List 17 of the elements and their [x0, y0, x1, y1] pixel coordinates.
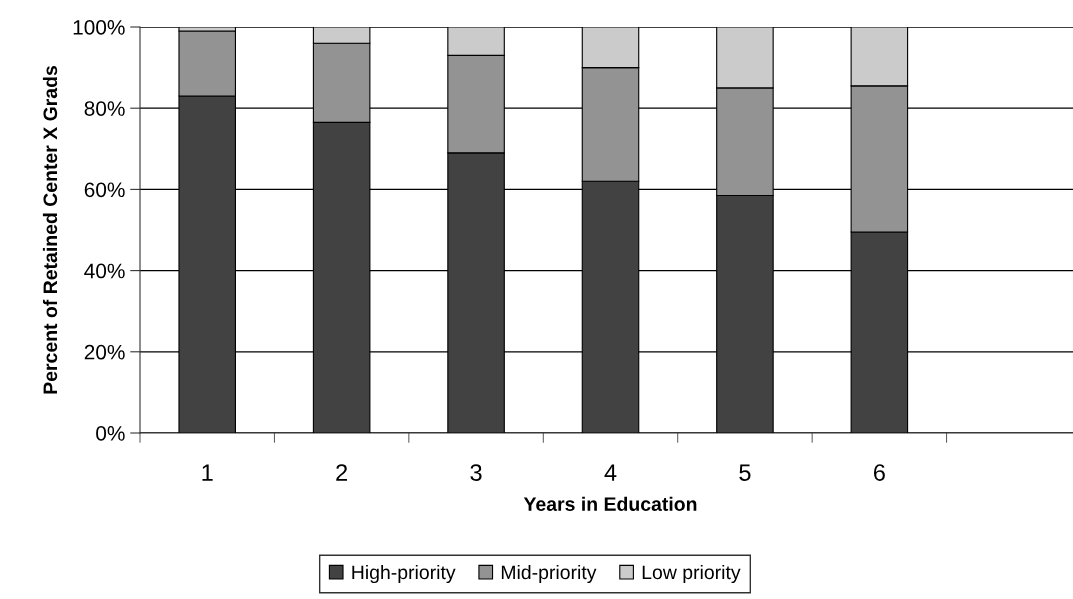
x-tick-label: 4: [604, 464, 617, 481]
y-tick-label: 60%: [84, 182, 125, 198]
x-tick-label: 3: [470, 464, 482, 481]
y-axis-title: Percent of Retained Center X Grads: [42, 66, 58, 394]
legend-label: Low priority: [642, 564, 741, 584]
y-tick-label: 100%: [73, 20, 125, 35]
legend-label: Mid-priority: [501, 564, 597, 584]
x-tick-label: 6: [873, 464, 885, 481]
x-tick-label: 2: [336, 464, 348, 481]
legend-label: High-priority: [352, 564, 456, 584]
x-tick-label: 5: [739, 464, 751, 481]
y-tick-label: 0%: [96, 426, 125, 441]
x-tick-label: 1: [202, 464, 213, 481]
y-tick-label: 80%: [84, 101, 125, 116]
x-axis-title: Years in Education: [523, 496, 697, 511]
y-tick-label: 40%: [84, 263, 125, 279]
y-tick-label: 20%: [84, 344, 125, 360]
